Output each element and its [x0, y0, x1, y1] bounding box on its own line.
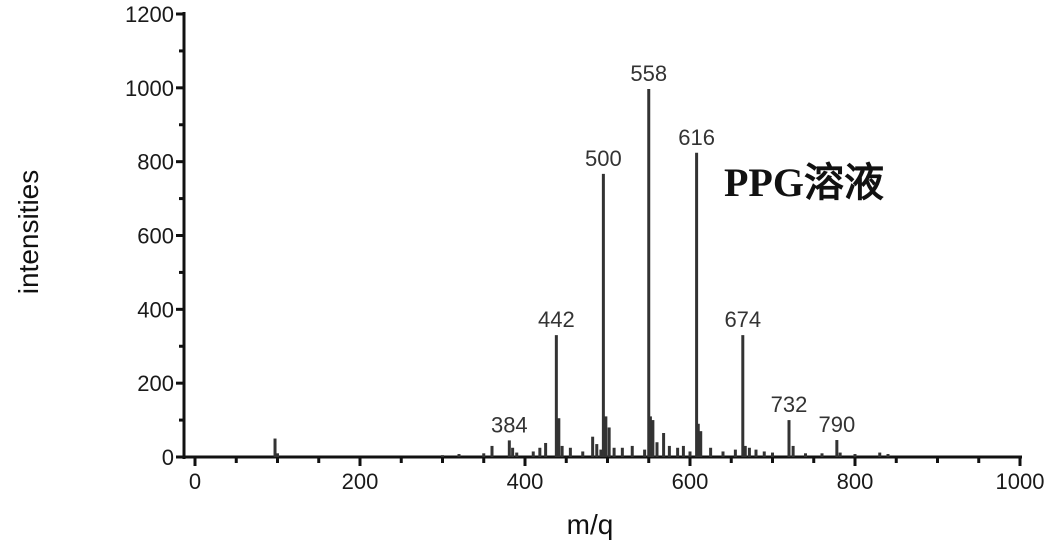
peak-label: 674: [724, 307, 761, 332]
peak-label: 790: [818, 412, 855, 437]
y-tick-label: 0: [162, 445, 174, 470]
sample-annotation: PPG溶液: [724, 160, 884, 205]
peak-label: 558: [630, 61, 667, 86]
x-tick-label: 800: [837, 469, 874, 494]
x-axis-label: m/q: [567, 509, 614, 540]
peak-labels: 384 442 500 558 616 674 732 790: [491, 61, 855, 437]
peak-label: 442: [538, 307, 575, 332]
y-tick-label: 800: [137, 150, 174, 175]
peak-label: 500: [585, 146, 622, 171]
y-tick-label: 1000: [125, 76, 174, 101]
y-tick-label: 600: [137, 224, 174, 249]
x-tick-label: 400: [507, 469, 544, 494]
x-tick-label: 600: [672, 469, 709, 494]
y-tick-label: 1200: [125, 2, 174, 27]
y-tick-label: 400: [137, 297, 174, 322]
peaks: [273, 88, 890, 457]
x-tick-label: 200: [342, 469, 379, 494]
x-tick-label: 1000: [996, 469, 1045, 494]
axes: 0 200 400 600 800 1000 1200 0 200 400 600 800 1000: [125, 2, 1044, 494]
peak-label: 616: [678, 125, 715, 150]
peak-label: 732: [771, 392, 808, 417]
y-tick-label: 200: [137, 371, 174, 396]
y-axis-label: intensities: [13, 170, 44, 295]
x-tick-label: 0: [189, 469, 201, 494]
peak-label: 384: [491, 412, 528, 437]
